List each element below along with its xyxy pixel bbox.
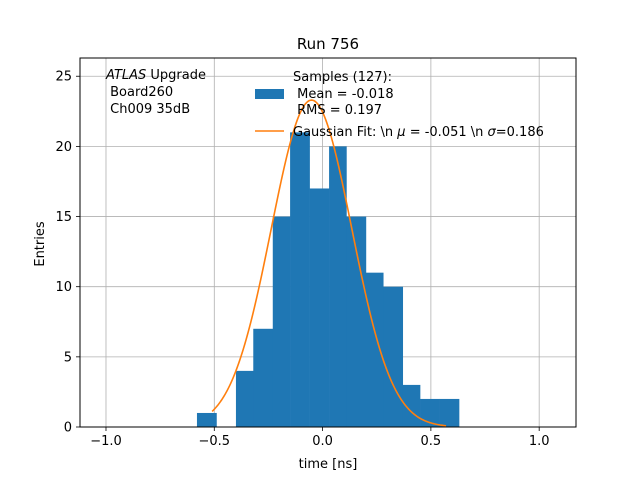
plot-frame bbox=[79, 57, 577, 428]
legend: Samples (127): Mean = -0.018 RMS = 0.197… bbox=[255, 70, 544, 140]
histogram-bar bbox=[346, 216, 367, 427]
legend-fit-label: Gaussian Fit: \n μ = -0.051 \n σ=0.186 bbox=[293, 125, 544, 140]
histogram-bar bbox=[196, 412, 217, 427]
gaussian-fit bbox=[211, 99, 447, 427]
legend-fit-prefix: Gaussian Fit: \n bbox=[293, 125, 397, 140]
legend-hist-line-1: Samples (127): bbox=[293, 70, 392, 85]
fit-curve bbox=[211, 99, 447, 427]
histogram-bar bbox=[365, 272, 384, 427]
histogram-bars bbox=[196, 132, 460, 428]
y-axis-label: Entries bbox=[33, 221, 48, 267]
histogram-bar bbox=[272, 216, 291, 427]
legend-fit-sigma-value: =0.186 bbox=[496, 125, 544, 140]
histogram-bar bbox=[329, 146, 347, 427]
y-tick-label: 0 bbox=[64, 421, 72, 436]
legend-hist-swatch bbox=[255, 89, 284, 99]
x-tick-label: −1.0 bbox=[90, 434, 122, 449]
legend-fit-mu-symbol: μ bbox=[396, 125, 405, 140]
x-tick-label: 0.5 bbox=[421, 434, 442, 449]
histogram-bar bbox=[253, 328, 274, 427]
x-axis-ticks: −1.0 −0.5 0.0 0.5 1.0 bbox=[90, 427, 550, 449]
x-tick-label: 0.0 bbox=[312, 434, 333, 449]
legend-fit-mu-value: = -0.051 \n bbox=[406, 125, 488, 140]
y-tick-label: 25 bbox=[55, 70, 72, 85]
y-axis-ticks: 0 5 10 15 20 25 bbox=[55, 70, 80, 436]
y-tick-label: 10 bbox=[55, 280, 72, 295]
atlas-annotation: ATLAS Upgrade Board260 Ch009 35dB bbox=[105, 68, 206, 117]
legend-hist-rms: RMS = 0.197 bbox=[293, 103, 382, 118]
x-tick-label: −0.5 bbox=[198, 434, 230, 449]
chart-title: Run 756 bbox=[297, 35, 359, 53]
atlas-label: ATLAS bbox=[105, 68, 146, 83]
histogram-bar bbox=[290, 132, 310, 428]
y-tick-label: 5 bbox=[64, 350, 72, 365]
legend-hist-mean: Mean = -0.018 bbox=[293, 87, 394, 102]
x-axis-label: time [ns] bbox=[299, 457, 358, 472]
annotation-board: Board260 bbox=[106, 85, 173, 100]
legend-fit-sigma-symbol: σ bbox=[488, 125, 497, 140]
y-tick-label: 20 bbox=[55, 140, 72, 155]
annotation-channel: Ch009 35dB bbox=[106, 102, 190, 117]
histogram-bar bbox=[235, 370, 254, 427]
x-tick-label: 1.0 bbox=[529, 434, 550, 449]
upgrade-label: Upgrade bbox=[146, 68, 206, 83]
histogram-bar bbox=[309, 188, 330, 427]
histogram-bar bbox=[383, 286, 404, 427]
histogram-bar bbox=[439, 398, 460, 427]
annotation-line-1: ATLAS Upgrade bbox=[105, 68, 206, 83]
y-tick-label: 15 bbox=[55, 210, 72, 225]
